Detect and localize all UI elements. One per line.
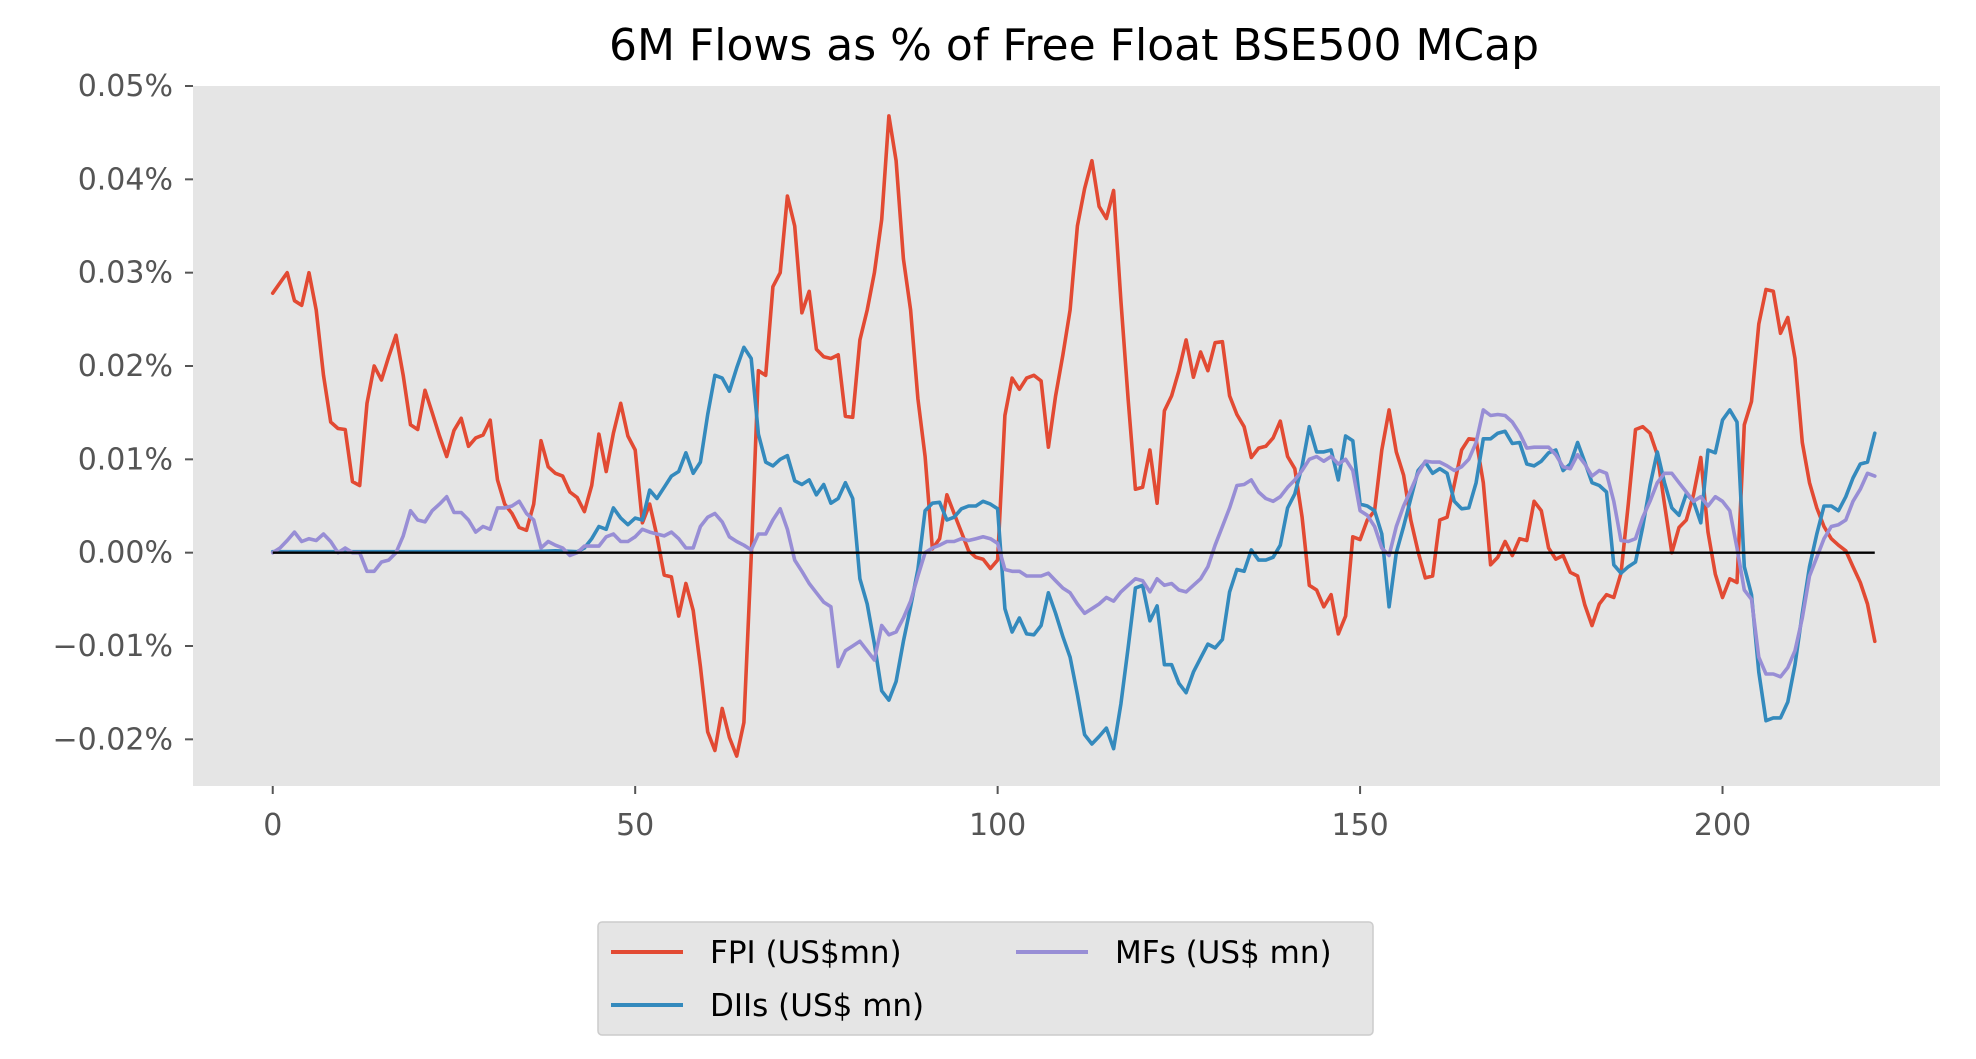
y-tick-label: −0.01% <box>53 629 173 664</box>
x-axis: 0 50 100 150 200 <box>263 786 1751 843</box>
x-tick-label: 100 <box>969 808 1026 843</box>
y-tick-label: 0.03% <box>78 256 173 291</box>
series-line-mfs <box>270 408 1877 679</box>
y-axis: −0.02% −0.01% 0.00% 0.01% 0.02% 0.03% 0.04% 0.0… <box>53 69 193 757</box>
x-tick-label: 0 <box>263 808 282 843</box>
y-tick-label: 0.00% <box>78 536 173 571</box>
y-tick-label: 0.01% <box>78 442 173 477</box>
x-tick-label: 150 <box>1331 808 1388 843</box>
legend-label-fpi: FPI (US$mn) <box>710 935 902 971</box>
y-tick-label: −0.02% <box>53 722 173 757</box>
y-tick-label: 0.04% <box>78 162 173 197</box>
y-tick-label: 0.05% <box>78 69 173 104</box>
legend-label-diis: DIIs (US$ mn) <box>710 988 924 1024</box>
legend: FPI (US$mn) DIIs (US$ mn) MFs (US$ mn) <box>597 921 1374 1036</box>
series-line-diis <box>270 345 1877 751</box>
chart-title: 6M Flows as % of Free Float BSE500 MCap <box>609 20 1539 71</box>
y-tick-label: 0.02% <box>78 349 173 384</box>
legend-box <box>597 921 1374 1036</box>
legend-label-mfs: MFs (US$ mn) <box>1115 935 1332 971</box>
plot-area <box>193 86 1940 786</box>
x-tick-label: 50 <box>616 808 654 843</box>
x-tick-label: 200 <box>1694 808 1751 843</box>
series-lines <box>270 114 1877 758</box>
series-line-fpi <box>270 114 1877 758</box>
